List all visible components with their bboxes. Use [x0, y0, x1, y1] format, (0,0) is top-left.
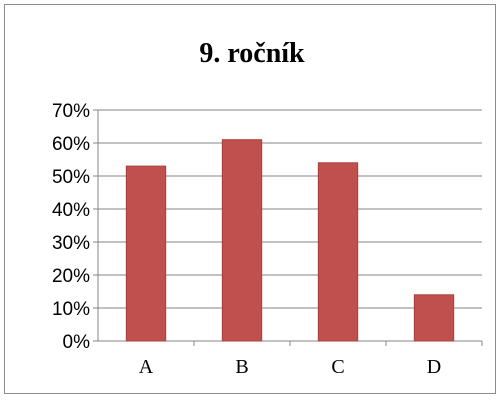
- y-tick-label: 0%: [63, 332, 91, 353]
- y-tick-label: 30%: [52, 233, 90, 254]
- y-tick-label: 20%: [52, 266, 90, 287]
- bar-A: [126, 166, 165, 341]
- x-tick-label: B: [235, 356, 248, 378]
- y-tick-label: 70%: [52, 101, 90, 122]
- bar-C: [318, 163, 357, 341]
- y-tick-label: 60%: [52, 134, 90, 155]
- x-tick-label: C: [331, 356, 344, 378]
- bar-B: [222, 140, 261, 341]
- y-tick-label: 40%: [52, 200, 90, 221]
- x-tick-label: A: [139, 356, 154, 378]
- bar-D: [414, 295, 453, 341]
- x-tick-label: D: [427, 356, 441, 378]
- y-tick-label: 10%: [52, 299, 90, 320]
- y-tick-label: 50%: [52, 167, 90, 188]
